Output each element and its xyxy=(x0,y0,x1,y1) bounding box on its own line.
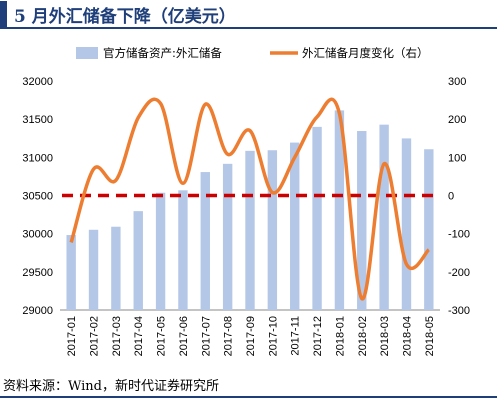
y-left-tick-label: 31500 xyxy=(22,114,53,126)
legend-label-line: 外汇储备月度变化（右） xyxy=(302,46,429,60)
y-right-tick-label: -200 xyxy=(448,267,470,279)
chart: 官方储备资产:外汇储备 外汇储备月度变化（右） 29000 29500 30000 30… xyxy=(22,46,470,356)
x-tick-label: 2017-02 xyxy=(89,316,101,356)
title-rule xyxy=(0,27,497,29)
bar xyxy=(111,226,121,310)
x-tick-label: 2018-02 xyxy=(357,316,369,356)
x-tick-label: 2018-05 xyxy=(424,316,436,356)
bar xyxy=(222,163,233,310)
x-tick-label: 2017-12 xyxy=(312,316,324,356)
bar xyxy=(133,211,143,310)
bar xyxy=(401,138,412,310)
chart-title: 5 月外汇储备下降（亿美元） xyxy=(14,7,236,27)
y-right-tick-label: 200 xyxy=(448,114,466,126)
y-right-tick-label: -100 xyxy=(448,229,470,241)
y-left-tick-label: 32000 xyxy=(22,76,53,88)
y-right-tick-label: 0 xyxy=(448,191,454,203)
bar xyxy=(424,149,434,310)
bar xyxy=(290,142,300,310)
bar xyxy=(178,190,188,310)
bar xyxy=(334,110,345,310)
x-tick-label: 2017-08 xyxy=(223,316,235,356)
legend-swatch-bars xyxy=(76,47,98,59)
y-left-tick-label: 31000 xyxy=(22,152,53,164)
x-tick-label: 2017-05 xyxy=(156,316,168,356)
title-accent-bar xyxy=(0,1,7,27)
y-right-tick-label: 300 xyxy=(448,76,466,88)
x-tick-label: 2018-01 xyxy=(334,316,346,356)
legend: 官方储备资产:外汇储备 外汇储备月度变化（右） xyxy=(76,46,429,60)
change-line xyxy=(69,97,431,301)
y-right-tick-label: 100 xyxy=(448,152,466,164)
bar xyxy=(312,126,322,310)
x-tick-label: 2017-06 xyxy=(178,316,190,356)
bar xyxy=(155,192,166,310)
x-tick-label: 2017-09 xyxy=(245,316,257,356)
x-tick-label: 2017-03 xyxy=(111,316,123,356)
x-tick-label: 2017-04 xyxy=(133,316,145,356)
bar xyxy=(88,229,99,310)
bar xyxy=(200,172,210,310)
plot-area: 29000 29500 30000 30500 31000 31500 32000 -300 -… xyxy=(22,76,470,356)
x-tick-label: 2017-10 xyxy=(267,316,279,356)
bar xyxy=(66,235,76,310)
bottom-rule xyxy=(0,396,497,398)
x-tick-label: 2017-07 xyxy=(200,316,212,356)
x-tick-label: 2018-03 xyxy=(379,316,391,356)
legend-label-bars: 官方储备资产:外汇储备 xyxy=(103,46,222,60)
x-tick-label: 2017-11 xyxy=(290,316,302,356)
y-right-tick-label: -300 xyxy=(448,305,470,317)
title-bar: 5 月外汇储备下降（亿美元） xyxy=(0,0,497,29)
x-tick-label: 2018-04 xyxy=(401,316,413,356)
bar xyxy=(267,150,278,310)
source-note: 资料来源：Wind，新时代证券研究所 xyxy=(3,379,219,394)
y-left-tick-label: 29500 xyxy=(22,267,53,279)
bar xyxy=(379,124,389,311)
y-left-tick-label: 30500 xyxy=(22,191,53,203)
bar xyxy=(245,150,255,310)
x-tick-label: 2017-01 xyxy=(66,316,78,356)
y-left-tick-label: 30000 xyxy=(22,229,53,241)
bar xyxy=(357,130,367,310)
y-left-tick-label: 29000 xyxy=(22,305,53,317)
